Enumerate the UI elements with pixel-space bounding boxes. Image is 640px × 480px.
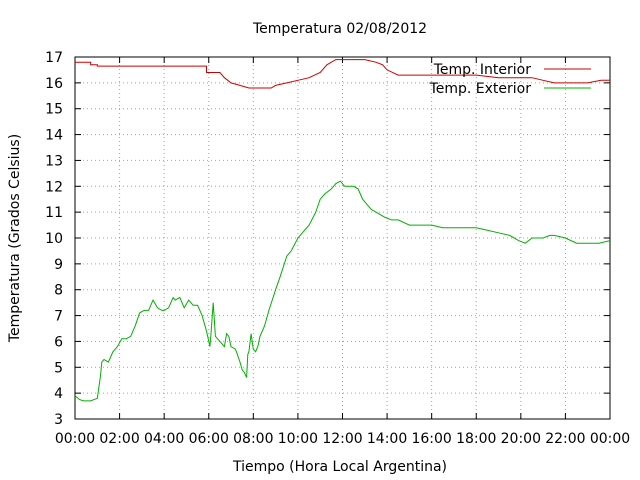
x-tick-label: 20:00 xyxy=(501,431,541,447)
y-tick-label: 8 xyxy=(54,283,63,299)
x-tick-label: 06:00 xyxy=(189,431,229,447)
legend: Temp. Interior Temp. Exterior xyxy=(429,62,591,97)
grid-lines xyxy=(75,57,610,419)
series-line-exterior xyxy=(74,180,611,402)
y-tick-label: 16 xyxy=(45,76,63,92)
y-tick-label: 9 xyxy=(54,257,63,273)
y-tick-label: 13 xyxy=(45,153,63,169)
y-tick-label: 10 xyxy=(45,231,63,247)
y-tick-label: 3 xyxy=(54,412,63,428)
x-tick-label: 00:00 xyxy=(55,431,95,447)
y-axis-ticks: 3 4 5 6 7 8 9 10 11 12 13 14 15 16 17 xyxy=(45,50,610,428)
legend-label: Temp. Exterior xyxy=(429,81,532,97)
x-tick-label: 04:00 xyxy=(144,431,184,447)
x-tick-label: 22:00 xyxy=(545,431,585,447)
x-tick-label: 08:00 xyxy=(233,431,273,447)
legend-label: Temp. Interior xyxy=(433,62,532,78)
x-tick-label: 16:00 xyxy=(411,431,451,447)
y-tick-label: 17 xyxy=(45,50,63,66)
x-tick-label: 10:00 xyxy=(278,431,318,447)
x-tick-label: 14:00 xyxy=(367,431,407,447)
y-tick-label: 6 xyxy=(54,334,63,350)
x-tick-label: 02:00 xyxy=(99,431,139,447)
x-tick-label: 12:00 xyxy=(322,431,362,447)
y-tick-label: 4 xyxy=(54,386,63,402)
y-tick-label: 7 xyxy=(54,309,63,325)
y-tick-label: 11 xyxy=(45,205,63,221)
x-axis-label: Tiempo (Hora Local Argentina) xyxy=(232,459,447,475)
y-axis-label: Temperatura (Grados Celsius) xyxy=(7,134,23,343)
series-line-interior xyxy=(75,59,610,89)
y-tick-label: 14 xyxy=(45,128,63,144)
y-tick-label: 5 xyxy=(54,360,63,376)
y-tick-label: 12 xyxy=(45,179,63,195)
x-tick-label: 18:00 xyxy=(456,431,496,447)
x-axis-ticks: 00:00 02:00 04:00 06:00 08:00 10:00 12:00 14:00… xyxy=(55,57,630,447)
y-tick-label: 15 xyxy=(45,102,63,118)
series-layer xyxy=(74,59,611,402)
chart-title: Temperatura 02/08/2012 xyxy=(252,21,427,37)
x-tick-label: 00:00 xyxy=(590,431,630,447)
